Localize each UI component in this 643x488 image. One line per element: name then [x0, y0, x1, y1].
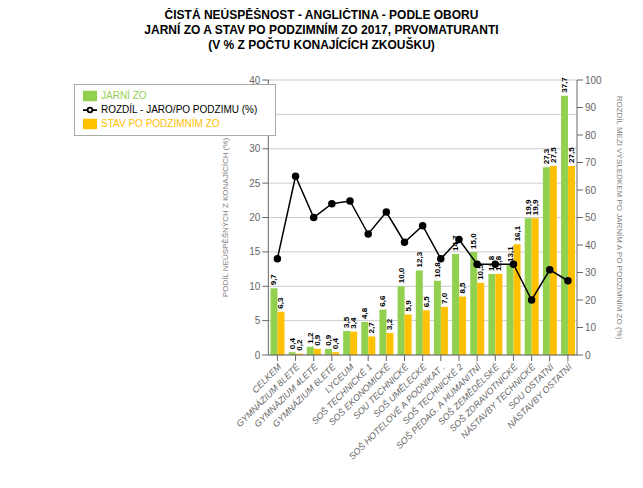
svg-text:27,5: 27,5 [567, 147, 576, 163]
svg-text:40: 40 [585, 240, 597, 251]
svg-text:25: 25 [249, 178, 261, 189]
svg-text:0,2: 0,2 [295, 339, 304, 351]
svg-text:37,7: 37,7 [560, 77, 569, 93]
svg-text:10,0: 10,0 [397, 267, 406, 283]
svg-text:0,9: 0,9 [313, 334, 322, 346]
svg-text:5,9: 5,9 [404, 300, 413, 312]
svg-text:13,1: 13,1 [506, 246, 515, 262]
svg-text:ROZDÍL MEZI VÝSLEDKEM PO JARNÍ: ROZDÍL MEZI VÝSLEDKEM PO JARNÍM A PO POD… [615, 96, 624, 340]
svg-text:16,1: 16,1 [513, 225, 522, 241]
svg-text:11,8: 11,8 [494, 255, 503, 271]
svg-text:15: 15 [249, 246, 261, 257]
svg-text:100: 100 [585, 75, 602, 86]
svg-text:12,3: 12,3 [415, 251, 424, 267]
svg-text:15,0: 15,0 [469, 233, 478, 249]
svg-text:10,5: 10,5 [476, 264, 485, 280]
svg-text:80: 80 [585, 130, 597, 141]
svg-text:50: 50 [585, 212, 597, 223]
svg-text:0,4: 0,4 [331, 338, 340, 350]
svg-text:10: 10 [585, 322, 597, 333]
svg-text:20: 20 [249, 212, 261, 223]
svg-text:PODÍL NEÚSPĚŠNÝCH Z KONAJÍCÍCH: PODÍL NEÚSPĚŠNÝCH Z KONAJÍCÍCH (%) [221, 138, 230, 298]
svg-text:35: 35 [249, 109, 261, 120]
svg-text:6,5: 6,5 [422, 296, 431, 308]
svg-text:9,7: 9,7 [269, 274, 278, 286]
svg-text:20: 20 [585, 295, 597, 306]
svg-text:30: 30 [249, 143, 261, 154]
svg-text:NÁSTAVBY OSTATNÍ: NÁSTAVBY OSTATNÍ [505, 361, 575, 431]
svg-text:0: 0 [585, 350, 591, 361]
svg-text:5: 5 [255, 315, 261, 326]
svg-text:70: 70 [585, 157, 597, 168]
svg-text:27,5: 27,5 [549, 147, 558, 163]
svg-text:0: 0 [255, 350, 261, 361]
svg-text:4,8: 4,8 [360, 307, 369, 319]
svg-text:3,2: 3,2 [385, 318, 394, 330]
svg-text:NÁSTAVBY TECHNICKÉ: NÁSTAVBY TECHNICKÉ [459, 361, 538, 440]
svg-text:3,4: 3,4 [349, 317, 358, 329]
svg-text:2,7: 2,7 [367, 322, 376, 334]
svg-text:60: 60 [585, 185, 597, 196]
svg-text:90: 90 [585, 102, 597, 113]
svg-text:30: 30 [585, 267, 597, 278]
svg-text:6,3: 6,3 [276, 297, 285, 309]
svg-text:19,9: 19,9 [531, 199, 540, 215]
svg-text:8,5: 8,5 [458, 282, 467, 294]
svg-text:10: 10 [249, 281, 261, 292]
svg-text:10,8: 10,8 [433, 262, 442, 278]
svg-text:6,6: 6,6 [378, 295, 387, 307]
svg-text:14,7: 14,7 [451, 235, 460, 251]
svg-text:40: 40 [249, 75, 261, 86]
svg-text:7,0: 7,0 [440, 292, 449, 304]
